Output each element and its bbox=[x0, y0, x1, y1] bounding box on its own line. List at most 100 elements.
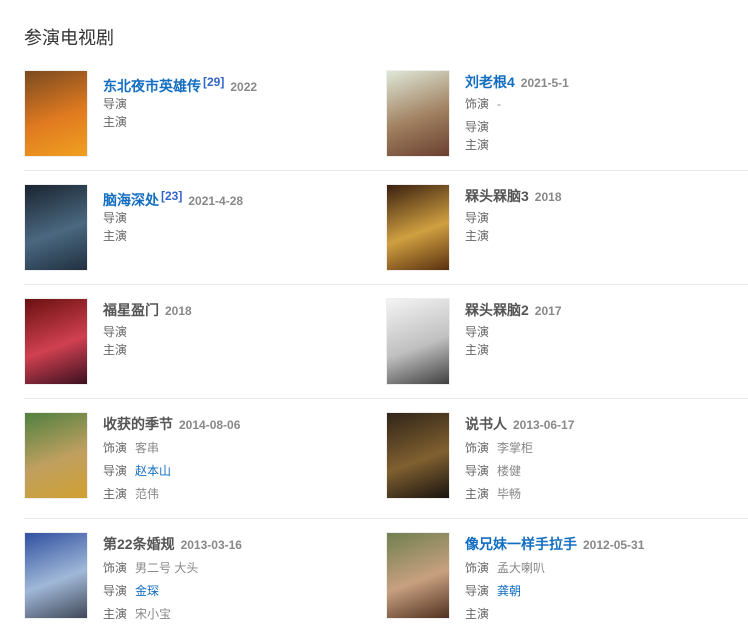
credit-line: 饰演 男二号 大头 bbox=[103, 557, 242, 580]
drama-item: 收获的季节 2014-08-06 饰演 客串 导演 赵本山 主演 范伟 bbox=[24, 412, 386, 506]
credit-label: 主演 bbox=[103, 487, 128, 501]
drama-info: 刘老根4 2021-5-1 饰演 - 导演 主演 bbox=[465, 70, 569, 157]
credit-line: 饰演 李掌柜 bbox=[465, 437, 574, 460]
drama-item: 刘老根4 2021-5-1 饰演 - 导演 主演 bbox=[386, 70, 748, 157]
credit-line: 饰演 - bbox=[465, 95, 569, 113]
drama-date: 2021-4-28 bbox=[188, 194, 244, 208]
credit-label: 导演 bbox=[465, 464, 490, 478]
credit-value: 毕畅 bbox=[497, 487, 522, 501]
divider bbox=[24, 170, 748, 171]
drama-poster[interactable] bbox=[24, 298, 88, 385]
drama-info: 槑头槑脑3 2018 导演 主演 bbox=[465, 184, 562, 271]
drama-info: 脑海深处 [23] 2021-4-28 导演主演 bbox=[103, 184, 243, 271]
drama-title: 收获的季节 bbox=[103, 416, 173, 432]
drama-title[interactable]: 刘老根4 bbox=[465, 74, 515, 90]
drama-item: 东北夜市英雄传 [29] 2022 导演主演 bbox=[24, 70, 386, 157]
credit-value: 男二号 大头 bbox=[135, 561, 199, 575]
reference-link[interactable]: [29] bbox=[203, 75, 225, 89]
credit-label: 饰演 bbox=[465, 97, 490, 111]
drama-item: 第22条婚规 2013-03-16 饰演 男二号 大头 导演 金琛 主演 宋小宝 bbox=[24, 532, 386, 626]
credit-label: 导演 bbox=[465, 325, 490, 339]
drama-info: 说书人 2013-06-17 饰演 李掌柜 导演 楼健 主演 毕畅 bbox=[465, 412, 574, 506]
drama-row: 福星盈门 2018 导演 主演 槑头槑脑2 2017 导演 主演 bbox=[24, 298, 748, 385]
credit-value: 孟大喇叭 bbox=[497, 561, 546, 575]
divider bbox=[24, 518, 748, 519]
drama-poster[interactable] bbox=[386, 298, 450, 385]
credit-line: 主演 范伟 bbox=[103, 483, 240, 506]
credit-label: 饰演 bbox=[465, 441, 490, 455]
credit-line: 导演 bbox=[465, 118, 569, 136]
credit-label: 导演 bbox=[103, 584, 128, 598]
drama-date: 2014-08-06 bbox=[179, 418, 241, 432]
credit-line: 导演 bbox=[103, 95, 257, 113]
drama-info: 第22条婚规 2013-03-16 饰演 男二号 大头 导演 金琛 主演 宋小宝 bbox=[103, 532, 242, 626]
drama-poster[interactable] bbox=[24, 70, 88, 157]
credit-label: 导演 bbox=[465, 211, 490, 225]
credit-line: 主演 bbox=[465, 341, 562, 359]
drama-item: 槑头槑脑3 2018 导演 主演 bbox=[386, 184, 748, 271]
credit-label: 导演 bbox=[465, 120, 490, 134]
drama-date: 2013-03-16 bbox=[180, 538, 242, 552]
credit-value: 范伟 bbox=[135, 487, 160, 501]
drama-title[interactable]: 像兄妹一样手拉手 bbox=[465, 536, 577, 552]
credit-label: 导演 bbox=[465, 584, 490, 598]
drama-item: 福星盈门 2018 导演主演 bbox=[24, 298, 386, 385]
drama-title[interactable]: 东北夜市英雄传 bbox=[103, 78, 201, 94]
credit-value: 楼健 bbox=[497, 464, 522, 478]
drama-poster[interactable] bbox=[386, 70, 450, 157]
drama-info: 东北夜市英雄传 [29] 2022 导演主演 bbox=[103, 70, 257, 157]
credit-label: 主演 bbox=[465, 343, 490, 357]
drama-info: 槑头槑脑2 2017 导演 主演 bbox=[465, 298, 562, 385]
section-title: 参演电视剧 bbox=[24, 28, 114, 48]
drama-title: 福星盈门 bbox=[103, 302, 159, 318]
drama-item: 像兄妹一样手拉手 2012-05-31 饰演 孟大喇叭 导演 龚朝 主演 bbox=[386, 532, 748, 626]
credit-line: 主演 bbox=[103, 227, 243, 245]
drama-title: 说书人 bbox=[465, 416, 507, 432]
credit-value[interactable]: 金琛 bbox=[135, 584, 160, 598]
credit-value[interactable]: 赵本山 bbox=[135, 464, 172, 478]
credit-label: 主演 bbox=[465, 607, 490, 621]
credit-label: 主演 bbox=[465, 487, 490, 501]
credit-line: 导演 金琛 bbox=[103, 580, 242, 603]
divider bbox=[24, 284, 748, 285]
drama-poster[interactable] bbox=[24, 532, 88, 619]
credit-line: 主演 bbox=[103, 341, 192, 359]
drama-row: 东北夜市英雄传 [29] 2022 导演 主演 刘老根4 2021-5-1 饰演 - 导演 主演 bbox=[24, 70, 748, 157]
credit-line: 导演 bbox=[103, 323, 192, 341]
credit-label: 导演 bbox=[103, 464, 128, 478]
drama-poster[interactable] bbox=[24, 412, 88, 499]
credit-value: 李掌柜 bbox=[497, 441, 534, 455]
drama-title[interactable]: 脑海深处 bbox=[103, 192, 159, 208]
drama-poster[interactable] bbox=[24, 184, 88, 271]
credit-value[interactable]: 龚朝 bbox=[497, 584, 522, 598]
credit-line: 主演 bbox=[465, 227, 562, 245]
credit-value: - bbox=[497, 97, 502, 111]
credit-line: 导演 楼健 bbox=[465, 460, 574, 483]
credit-label: 导演 bbox=[103, 97, 128, 111]
drama-item: 槑头槑脑2 2017 导演 主演 bbox=[386, 298, 748, 385]
drama-date: 2021-5-1 bbox=[520, 76, 569, 90]
credit-line: 主演 毕畅 bbox=[465, 483, 574, 506]
reference-link[interactable]: [23] bbox=[161, 189, 183, 203]
drama-info: 福星盈门 2018 导演主演 bbox=[103, 298, 192, 385]
credit-line: 导演 赵本山 bbox=[103, 460, 240, 483]
credit-label: 导演 bbox=[103, 325, 128, 339]
drama-row: 脑海深处 [23] 2021-4-28 导演 主演 槑头槑脑3 2018 导演 主演 bbox=[24, 184, 748, 271]
credit-label: 导演 bbox=[103, 211, 128, 225]
drama-poster[interactable] bbox=[386, 184, 450, 271]
drama-info: 像兄妹一样手拉手 2012-05-31 饰演 孟大喇叭 导演 龚朝 主演 bbox=[465, 532, 644, 626]
credit-value: 宋小宝 bbox=[135, 607, 172, 621]
credit-label: 主演 bbox=[465, 229, 490, 243]
drama-poster[interactable] bbox=[386, 532, 450, 619]
credit-label: 主演 bbox=[103, 343, 128, 357]
drama-poster[interactable] bbox=[386, 412, 450, 499]
credit-line: 主演 宋小宝 bbox=[103, 603, 242, 626]
credit-line: 导演 bbox=[465, 323, 562, 341]
drama-date: 2022 bbox=[230, 80, 258, 94]
credit-value: 客串 bbox=[135, 441, 160, 455]
drama-date: 2018 bbox=[165, 304, 192, 318]
drama-title: 第22条婚规 bbox=[103, 536, 175, 552]
credit-line: 主演 bbox=[103, 113, 257, 131]
credit-label: 主演 bbox=[465, 138, 490, 152]
divider bbox=[24, 398, 748, 399]
